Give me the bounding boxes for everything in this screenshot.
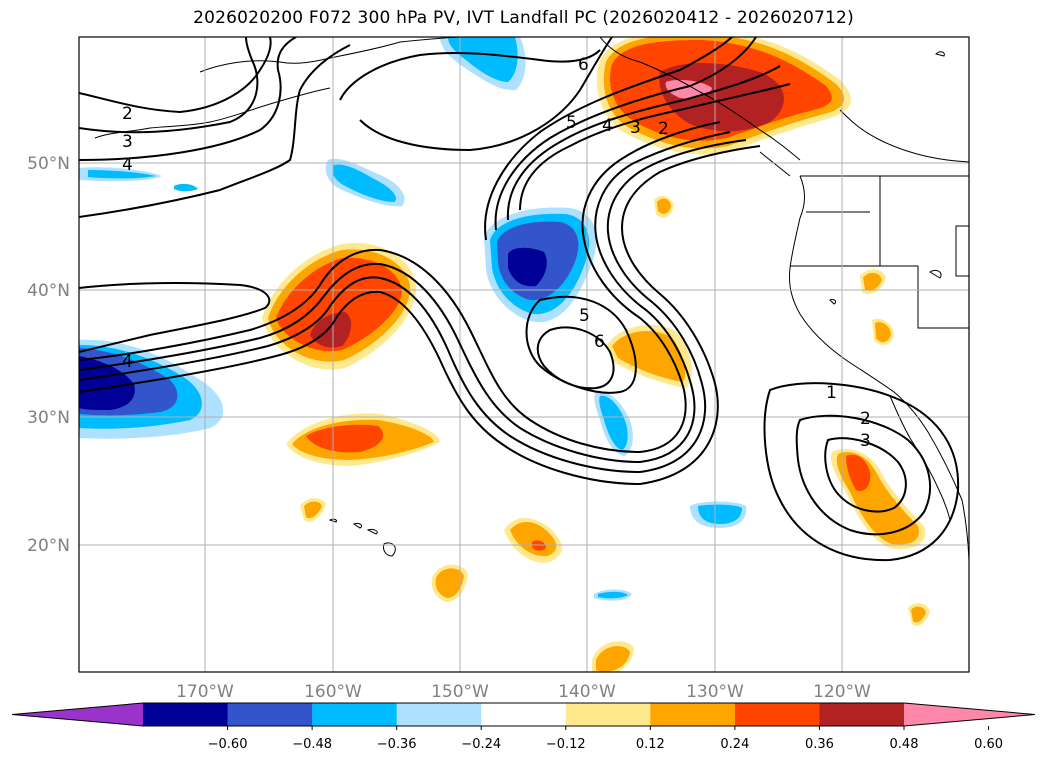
colorbar-tick-label: 0.48 — [890, 737, 919, 752]
colorbar-outline — [11, 702, 1036, 727]
colorbar-segment — [650, 703, 736, 726]
colorbar-tick-label: 0.60 — [974, 737, 1003, 752]
colorbar-extend-low — [12, 703, 143, 726]
alaska-coastline — [199, 37, 461, 73]
colorbar-segment — [481, 703, 567, 726]
colorbar-tick-label: −0.12 — [546, 737, 586, 752]
lon-label-150w: 150°W — [431, 682, 489, 702]
colorbar-tick-label: 0.12 — [636, 737, 665, 752]
contour-label: 3 — [630, 118, 641, 138]
contour-right-2 — [795, 414, 931, 536]
coastlines — [94, 37, 969, 561]
lon-label-130w: 130°W — [686, 682, 744, 702]
colorbar-tick-label: 0.36 — [805, 737, 834, 752]
lat-label-30n: 30°N — [27, 408, 70, 428]
contour-left-2 — [79, 37, 272, 114]
contour-label: 2 — [860, 409, 871, 429]
lon-label-170w: 170°W — [176, 682, 234, 702]
contour-label: 6 — [578, 55, 589, 75]
lon-label-120w: 120°W — [813, 682, 871, 702]
lon-label-140w: 140°W — [558, 682, 616, 702]
latitude-labels: 50°N 40°N 30°N 20°N — [27, 154, 70, 556]
contour-left-3 — [79, 37, 259, 134]
contour-label: 3 — [122, 132, 133, 152]
contour-wave-1 — [79, 121, 721, 454]
contour-label: 4 — [122, 155, 133, 175]
contour-left-4 — [79, 37, 297, 161]
colorbar-segment — [227, 703, 313, 726]
contour-right-3 — [824, 437, 907, 513]
contour-label: 2 — [122, 104, 133, 124]
map-plot-area: 2 3 4 4 6 5 4 3 2 5 6 1 2 3 — [79, 37, 969, 672]
colorbar-tick-label: −0.24 — [461, 737, 501, 752]
contour-label: 4 — [122, 352, 133, 372]
longitude-labels: 170°W 160°W 150°W 140°W 130°W 120°W — [176, 682, 871, 702]
contour-label: 5 — [579, 306, 590, 326]
map-title: 2026020200 F072 300 hPa PV, IVT Landfall… — [193, 8, 854, 28]
lat-label-50n: 50°N — [27, 154, 70, 174]
contour-label: 2 — [658, 119, 669, 139]
contour-inner-6 — [536, 326, 615, 390]
contour-labels: 2 3 4 4 6 5 4 3 2 5 6 1 2 3 — [122, 55, 871, 451]
map-border — [78, 36, 970, 673]
contour-label: 3 — [860, 431, 871, 451]
map-background — [79, 37, 969, 672]
colorbar-segment — [734, 703, 820, 726]
contour-inner-5 — [525, 295, 637, 394]
lat-label-20n: 20°N — [27, 536, 70, 556]
colorbar-segment — [396, 703, 482, 726]
hawaii-islands — [328, 518, 337, 523]
colorbar: −0.60 −0.48 −0.36 −0.24 −0.12 0.12 0.24 0.36 0.4… — [11, 702, 1036, 752]
lat-label-40n: 40°N — [27, 281, 70, 301]
contour-right-1 — [763, 382, 960, 562]
colorbar-segment — [565, 703, 651, 726]
colorbar-tick-label: −0.36 — [377, 737, 417, 752]
contour-label: 6 — [594, 332, 605, 352]
colorbar-segment — [819, 703, 905, 726]
lon-label-160w: 160°W — [304, 682, 362, 702]
contour-label: 4 — [602, 116, 613, 136]
colorbar-segment — [143, 703, 229, 726]
pv-shading — [79, 37, 930, 672]
colorbar-extend-high — [904, 703, 1035, 726]
colorbar-tick-label: −0.60 — [208, 737, 248, 752]
colorbar-tick-label: −0.48 — [292, 737, 332, 752]
ivt-contours — [79, 37, 960, 562]
contour-label: 1 — [826, 383, 837, 403]
colorbar-segment — [312, 703, 398, 726]
colorbar-tick-label: 0.24 — [720, 737, 749, 752]
west-coast — [789, 175, 969, 561]
contour-label: 5 — [566, 113, 577, 133]
